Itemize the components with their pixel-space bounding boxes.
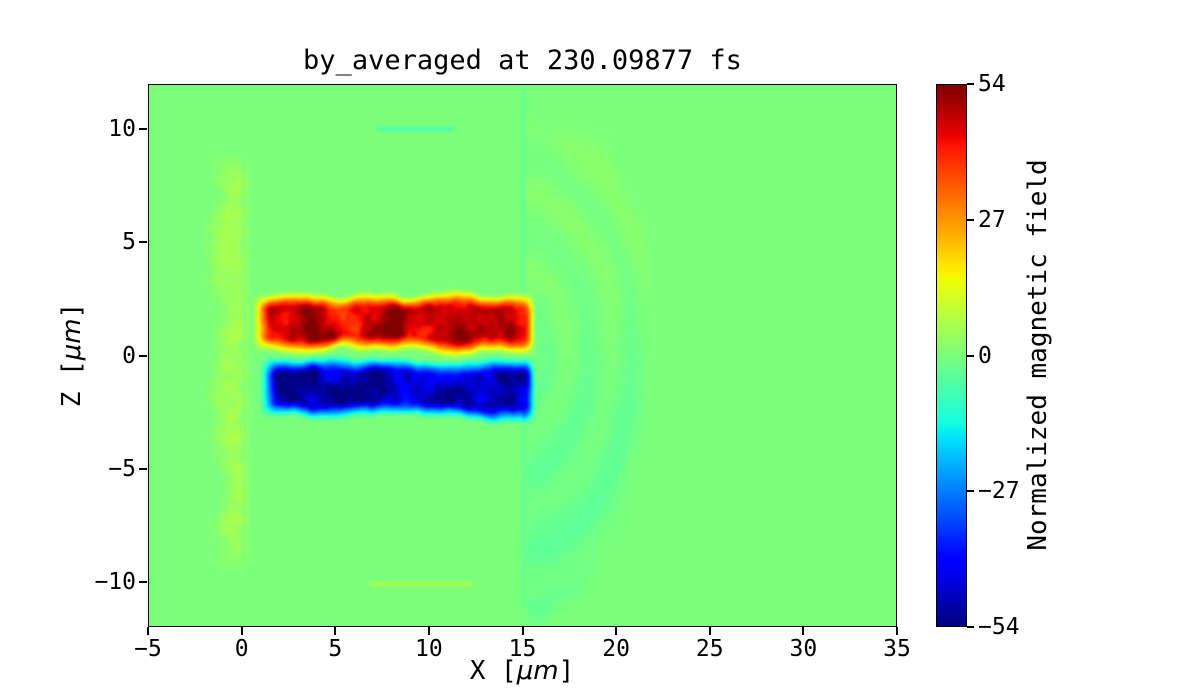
- x-tick-label: 0: [234, 636, 249, 662]
- x-tick-mark: [896, 627, 898, 635]
- x-tick-mark: [240, 627, 243, 635]
- x-axis-label-post: ]: [558, 656, 575, 686]
- plot-area: [148, 84, 897, 627]
- x-tick-label: 5: [328, 636, 343, 662]
- x-tick-label: 10: [415, 636, 443, 662]
- colorbar-canvas: [937, 85, 966, 626]
- colorbar-tick-label: −54: [978, 614, 1020, 640]
- y-tick-mark: [139, 580, 147, 583]
- x-axis-label: X [μm]: [470, 656, 575, 686]
- x-tick-label: 30: [789, 636, 818, 662]
- colorbar-tick-mark: [967, 354, 974, 357]
- x-tick-label: 20: [602, 636, 630, 662]
- colorbar-tick-mark: [967, 626, 974, 628]
- y-tick-mark: [139, 467, 147, 470]
- x-tick-mark: [334, 627, 337, 635]
- y-tick-label: 10: [108, 116, 136, 143]
- colorbar-tick-label: −27: [978, 478, 1020, 505]
- colorbar-tick-mark: [967, 490, 974, 493]
- x-tick-mark: [427, 627, 430, 635]
- x-tick-mark: [521, 627, 524, 635]
- y-tick-label: −5: [108, 455, 136, 482]
- x-tick-label: −5: [134, 636, 162, 662]
- colorbar-tick-label: 54: [978, 71, 1006, 97]
- y-tick-label: −10: [94, 568, 136, 595]
- x-tick-mark: [147, 627, 149, 635]
- colorbar-tick-mark: [967, 83, 974, 85]
- y-tick-mark: [139, 241, 147, 244]
- colorbar-tick-label: 27: [978, 206, 1006, 233]
- colorbar: [936, 84, 967, 627]
- colorbar-tick-mark: [967, 218, 974, 221]
- y-tick-label: 0: [122, 342, 136, 369]
- y-tick-mark: [139, 354, 147, 357]
- y-axis-label-post: ]: [57, 302, 87, 319]
- chart-title: by_averaged at 230.09877 fs: [303, 45, 742, 76]
- x-axis-label-pre: X [: [469, 656, 517, 686]
- x-tick-label: 25: [695, 636, 724, 662]
- x-tick-mark: [708, 627, 711, 635]
- colorbar-tick-label: 0: [978, 342, 992, 369]
- y-tick-label: 5: [122, 229, 136, 256]
- x-axis-label-unit: μm: [516, 656, 559, 686]
- y-tick-mark: [139, 128, 147, 131]
- heatmap-canvas: [149, 85, 896, 626]
- x-tick-label: 15: [508, 636, 537, 662]
- x-tick-mark: [615, 627, 618, 635]
- x-tick-mark: [802, 627, 805, 635]
- x-tick-label: 35: [883, 636, 911, 662]
